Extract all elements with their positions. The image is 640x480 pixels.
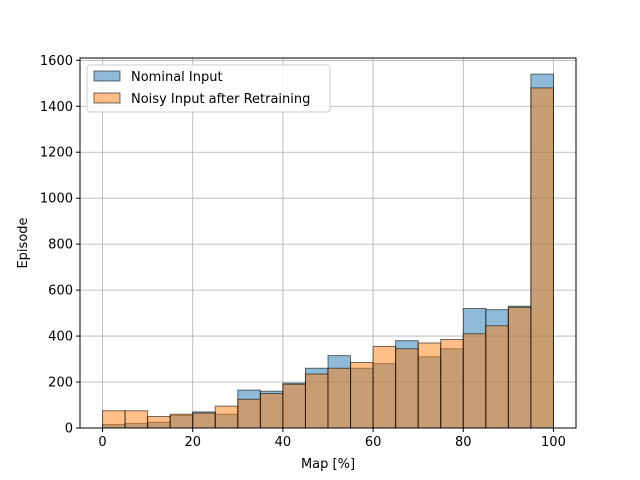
y-tick-label: 1000 bbox=[40, 192, 73, 207]
legend: Nominal Input Noisy Input after Retrainin… bbox=[86, 64, 331, 113]
x-tick-label: 80 bbox=[455, 435, 472, 450]
bar bbox=[124, 410, 149, 429]
legend-box bbox=[86, 64, 331, 113]
y-tick-label: 200 bbox=[48, 376, 73, 391]
legend-swatch bbox=[93, 70, 121, 82]
legend-swatch bbox=[93, 92, 121, 104]
x-tick-label: 20 bbox=[184, 435, 201, 450]
plot-frame bbox=[79, 57, 577, 429]
y-tick-label: 1400 bbox=[40, 100, 73, 115]
bar bbox=[350, 362, 374, 429]
x-tick-label: 0 bbox=[98, 435, 106, 450]
x-tick-label: 40 bbox=[275, 435, 292, 450]
bar bbox=[485, 325, 509, 429]
y-tick-label: 400 bbox=[48, 330, 73, 345]
y-tick-label: 1600 bbox=[40, 54, 73, 69]
bar bbox=[462, 333, 487, 429]
bar bbox=[282, 383, 306, 429]
bar bbox=[214, 405, 239, 429]
bar bbox=[372, 345, 397, 429]
bar bbox=[192, 412, 216, 429]
bar bbox=[259, 393, 284, 429]
y-axis-label: Episode bbox=[16, 217, 31, 268]
legend-entry: Noisy Input after Retraining bbox=[131, 92, 310, 107]
x-tick-label: 60 bbox=[365, 435, 382, 450]
bar bbox=[440, 339, 464, 429]
bar bbox=[169, 413, 194, 429]
y-tick-label: 800 bbox=[48, 238, 73, 253]
x-axis-ticks: 0 20 40 60 80 100 bbox=[98, 428, 566, 450]
y-tick-label: 1200 bbox=[40, 146, 73, 161]
y-axis-ticks: 0 200 400 600 800 1000 1200 1400 1600 bbox=[40, 54, 80, 437]
bar bbox=[507, 306, 532, 429]
bar bbox=[304, 373, 329, 429]
legend-entry: Nominal Input bbox=[131, 70, 223, 85]
x-axis-label: Map [%] bbox=[301, 457, 355, 472]
bar bbox=[237, 398, 261, 429]
bar bbox=[147, 416, 171, 429]
series-noisy-bars bbox=[102, 87, 554, 429]
bar bbox=[327, 367, 352, 429]
bar bbox=[102, 410, 126, 429]
y-tick-label: 0 bbox=[65, 422, 73, 437]
y-tick-label: 600 bbox=[48, 284, 73, 299]
x-tick-label: 100 bbox=[541, 435, 566, 450]
bar bbox=[395, 348, 419, 429]
bar bbox=[417, 342, 442, 429]
bar bbox=[530, 87, 554, 429]
